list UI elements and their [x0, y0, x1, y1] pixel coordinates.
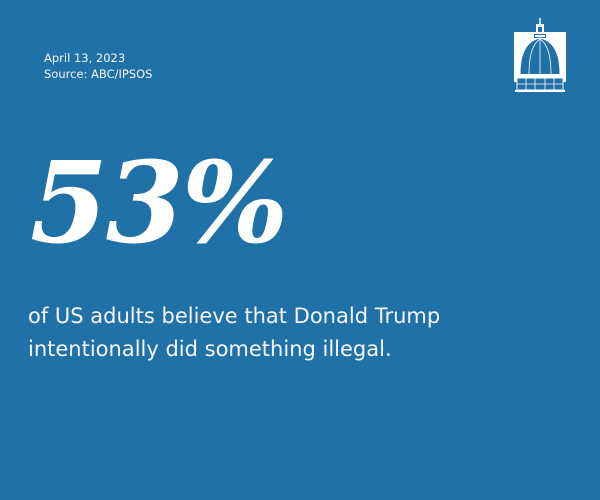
source-label: Source: ABC/IPSOS [44, 67, 153, 81]
source-meta: April 13, 2023 Source: ABC/IPSOS [44, 50, 152, 82]
date-label: April 13, 2023 [44, 51, 126, 65]
capitol-dome-icon [512, 16, 568, 94]
stat-description: of US adults believe that Donald Trump i… [28, 304, 441, 361]
stat-value: 53% [30, 138, 288, 269]
